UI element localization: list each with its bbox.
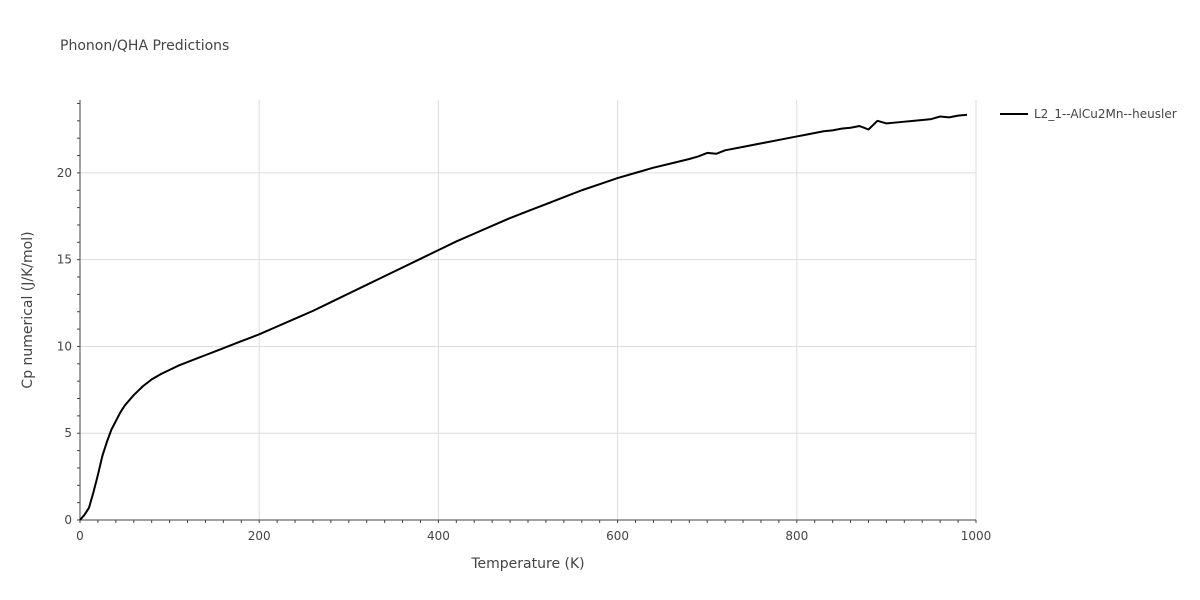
series-lines <box>79 113 968 521</box>
y-tick-label: 10 <box>57 339 72 353</box>
x-tick-labels: 0 200 400 600 800 1000 <box>76 529 991 543</box>
chart-title: Phonon/QHA Predictions <box>60 38 229 54</box>
series-line <box>79 113 968 521</box>
y-tick-label: 0 <box>64 513 72 527</box>
x-tick-label: 1000 <box>961 529 992 543</box>
x-tick-label: 400 <box>427 529 450 543</box>
y-tick-label: 20 <box>57 166 72 180</box>
y-tick-label: 5 <box>64 426 72 440</box>
y-tick-label: 15 <box>57 253 72 267</box>
legend[interactable]: L2_1--AlCu2Mn--heusler <box>1000 107 1177 121</box>
x-tick-label: 0 <box>76 529 84 543</box>
x-axis-label: Temperature (K) <box>470 556 584 572</box>
x-tick-label: 600 <box>606 529 629 543</box>
legend-label: L2_1--AlCu2Mn--heusler <box>1034 107 1177 121</box>
axes <box>77 100 977 523</box>
grid-lines <box>80 100 977 520</box>
x-tick-label: 200 <box>248 529 271 543</box>
y-axis-label: Cp numerical (J/K/mol) <box>20 231 36 388</box>
y-tick-labels: 0 5 10 15 20 <box>57 166 72 527</box>
x-tick-label: 800 <box>785 529 808 543</box>
